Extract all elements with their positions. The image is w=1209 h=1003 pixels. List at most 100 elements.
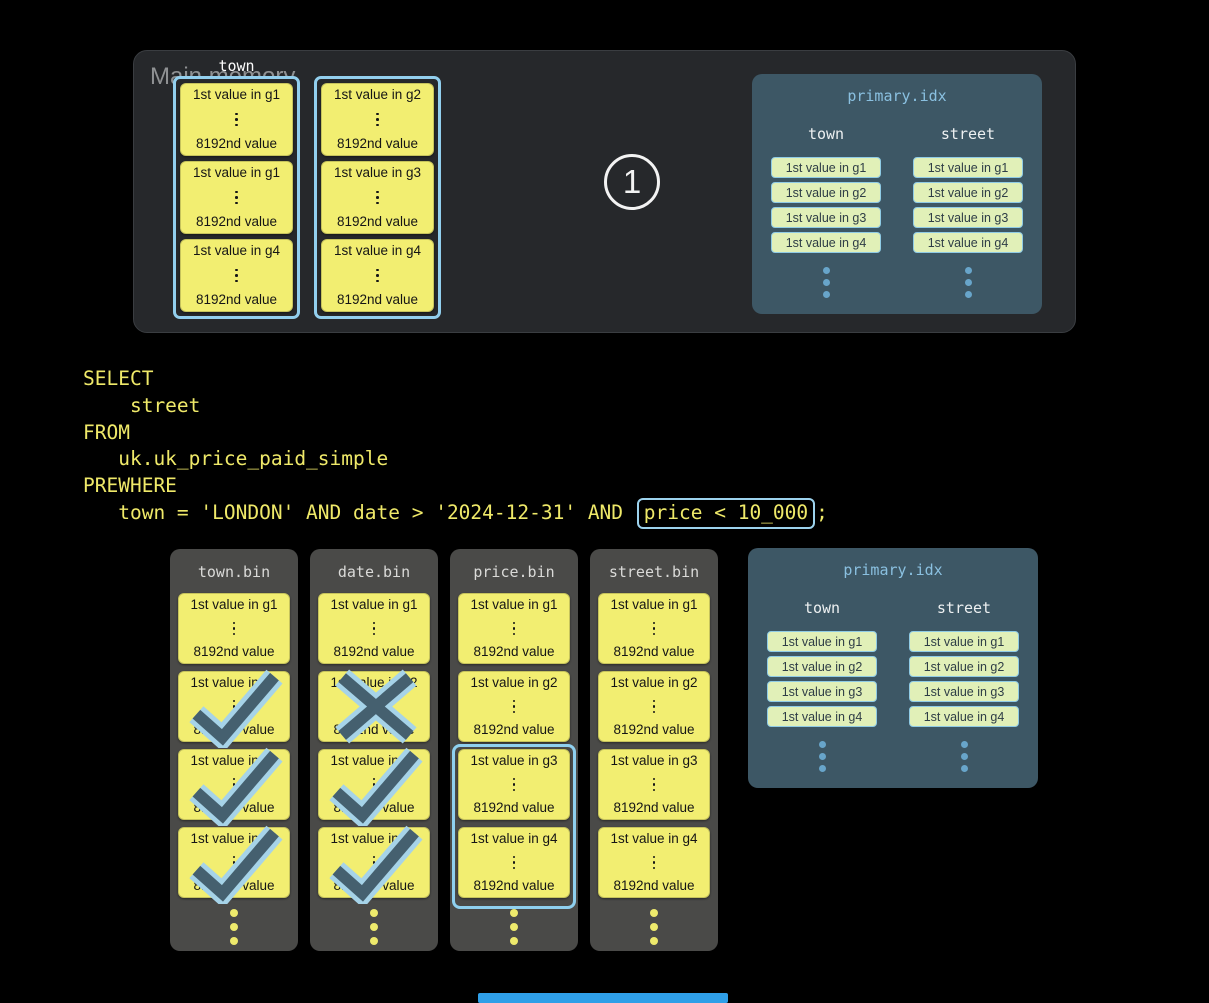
granule-block: 1st value in g4 8192nd value (180, 239, 293, 312)
granule-last-value: 8192nd value (613, 878, 695, 893)
granule-block: 1st value in g4 8192nd value (458, 827, 570, 898)
granule-last-value: 8192nd value (333, 800, 415, 815)
primary-index-column-street: street 1st value in g1 1st value in g2 1st … (911, 125, 1025, 300)
index-entry-pill: 1st value in g3 (913, 207, 1023, 228)
granule-block: 1st value in g1 8192nd value (180, 83, 293, 156)
granule-last-value: 8192nd value (336, 292, 419, 307)
granule-block: 1st value in g1 8192nd value (180, 161, 293, 234)
ellipsis-dots (232, 854, 236, 871)
memory-granule-stack: 1st value in g2 8192nd value 1st value i… (314, 76, 441, 319)
granule-first-value: 1st value in g4 (192, 243, 281, 258)
ellipsis-dots (235, 267, 238, 284)
ellipsis-dots (652, 698, 656, 715)
granule-last-value: 8192nd value (473, 722, 555, 737)
ellipsis-dots (232, 776, 236, 793)
index-column-header: street (940, 125, 996, 143)
primary-index-column-town: town 1st value in g1 1st value in g2 1st va… (765, 599, 879, 774)
granule-first-value: 1st value in g4 (330, 831, 418, 846)
index-entry-pill: 1st value in g4 (909, 706, 1019, 727)
bin-file-panel-town-bin: town.bin 1st value in g1 8192nd value 1s… (170, 549, 298, 951)
more-entries-dots (818, 738, 826, 774)
ellipsis-dots (512, 620, 516, 637)
more-granules-dots (590, 906, 718, 948)
ellipsis-dots (232, 698, 236, 715)
granule-block: 1st value in g1 8192nd value (318, 593, 430, 664)
granule-last-value: 8192nd value (473, 800, 555, 815)
granule-first-value: 1st value in g2 (190, 675, 278, 690)
granule-block: 1st value in g2 8192nd value (178, 669, 290, 748)
bin-file-panel-date-bin: date.bin 1st value in g1 8192nd value 1s… (310, 549, 438, 951)
ellipsis-dots (372, 854, 376, 871)
memory-column-label: town (218, 57, 255, 75)
granule-first-value: 1st value in g1 (610, 597, 698, 612)
index-column-header: street (936, 599, 992, 617)
granule-first-value: 1st value in g1 (470, 597, 558, 612)
bin-file-name: town.bin (197, 563, 271, 581)
ellipsis-dots (376, 189, 379, 206)
granule-first-value: 1st value in g2 (610, 675, 698, 690)
ellipsis-dots (372, 776, 376, 793)
granule-first-value: 1st value in g4 (610, 831, 698, 846)
more-entries-dots (964, 264, 972, 300)
memory-granule-stack: 1st value in g1 8192nd value 1st value i… (173, 76, 300, 319)
granule-first-value: 1st value in g1 (330, 597, 418, 612)
bin-granules: 1st value in g1 8192nd value 1st value i… (178, 593, 290, 904)
primary-index-column-town: town 1st value in g1 1st value in g2 1st va… (769, 125, 883, 300)
granule-block: 1st value in g2 8192nd value (458, 671, 570, 742)
ellipsis-dots (652, 776, 656, 793)
granule-first-value: 1st value in g4 (470, 831, 558, 846)
more-granules-dots (170, 906, 298, 948)
ellipsis-dots (652, 620, 656, 637)
primary-index-panel: primary.idx town 1st value in g1 1st value … (748, 548, 1038, 788)
index-entry-pill: 1st value in g1 (913, 157, 1023, 178)
main-memory-panel: Main memory town 1st value in g1 8192nd … (133, 50, 1076, 333)
more-granules-dots (450, 906, 578, 948)
granule-block: 1st value in g4 8192nd value (598, 827, 710, 898)
granule-first-value: 1st value in g3 (333, 165, 422, 180)
primary-index-columns: town 1st value in g1 1st value in g2 1st va… (763, 599, 1023, 774)
granule-last-value: 8192nd value (193, 878, 275, 893)
ellipsis-dots (235, 189, 238, 206)
index-entry-pill: 1st value in g4 (767, 706, 877, 727)
granule-last-value: 8192nd value (195, 292, 278, 307)
index-entry-pill: 1st value in g1 (767, 631, 877, 652)
index-entry-pill: 1st value in g4 (771, 232, 881, 253)
granule-first-value: 1st value in g2 (333, 87, 422, 102)
index-entry-pill: 1st value in g2 (909, 656, 1019, 677)
ellipsis-dots (372, 620, 376, 637)
granule-last-value: 8192nd value (193, 800, 275, 815)
granule-first-value: 1st value in g1 (190, 597, 278, 612)
index-entry-pill: 1st value in g1 (771, 157, 881, 178)
index-entry-pill: 1st value in g3 (767, 681, 877, 702)
video-progress-bar[interactable] (478, 993, 728, 1003)
step-1-badge: 1 (604, 154, 660, 210)
granule-last-value: 8192nd value (613, 800, 695, 815)
more-entries-dots (960, 738, 968, 774)
granule-first-value: 1st value in g1 (192, 87, 281, 102)
granule-first-value: 1st value in g4 (190, 831, 278, 846)
granule-block: 1st value in g1 8192nd value (598, 593, 710, 664)
index-entry-pill: 1st value in g3 (909, 681, 1019, 702)
primary-index-column-street: street 1st value in g1 1st value in g2 1st … (907, 599, 1021, 774)
ellipsis-dots (376, 111, 379, 128)
granule-last-value: 8192nd value (193, 644, 275, 659)
index-entry-pill: 1st value in g1 (909, 631, 1019, 652)
prewhere-highlight-box: price < 10_000 (636, 497, 816, 529)
granule-block: 1st value in g3 8192nd value (458, 749, 570, 820)
bin-granules: 1st value in g1 8192nd value 1st value i… (452, 593, 576, 909)
primary-index-panel: primary.idx town 1st value in g1 1st value … (752, 74, 1042, 314)
bin-file-name: date.bin (337, 563, 411, 581)
bin-file-name: price.bin (473, 563, 555, 581)
granule-last-value: 8192nd value (333, 722, 415, 737)
index-entry-pill: 1st value in g4 (913, 232, 1023, 253)
ellipsis-dots (512, 776, 516, 793)
bin-granules: 1st value in g1 8192nd value 1st value i… (598, 593, 710, 898)
granule-last-value: 8192nd value (336, 136, 419, 151)
bin-file-panel-street-bin: street.bin 1st value in g1 8192nd value … (590, 549, 718, 951)
index-column-header: town (807, 125, 845, 143)
index-column-header: town (803, 599, 841, 617)
granule-first-value: 1st value in g3 (610, 753, 698, 768)
ellipsis-dots (512, 698, 516, 715)
ellipsis-dots (232, 620, 236, 637)
